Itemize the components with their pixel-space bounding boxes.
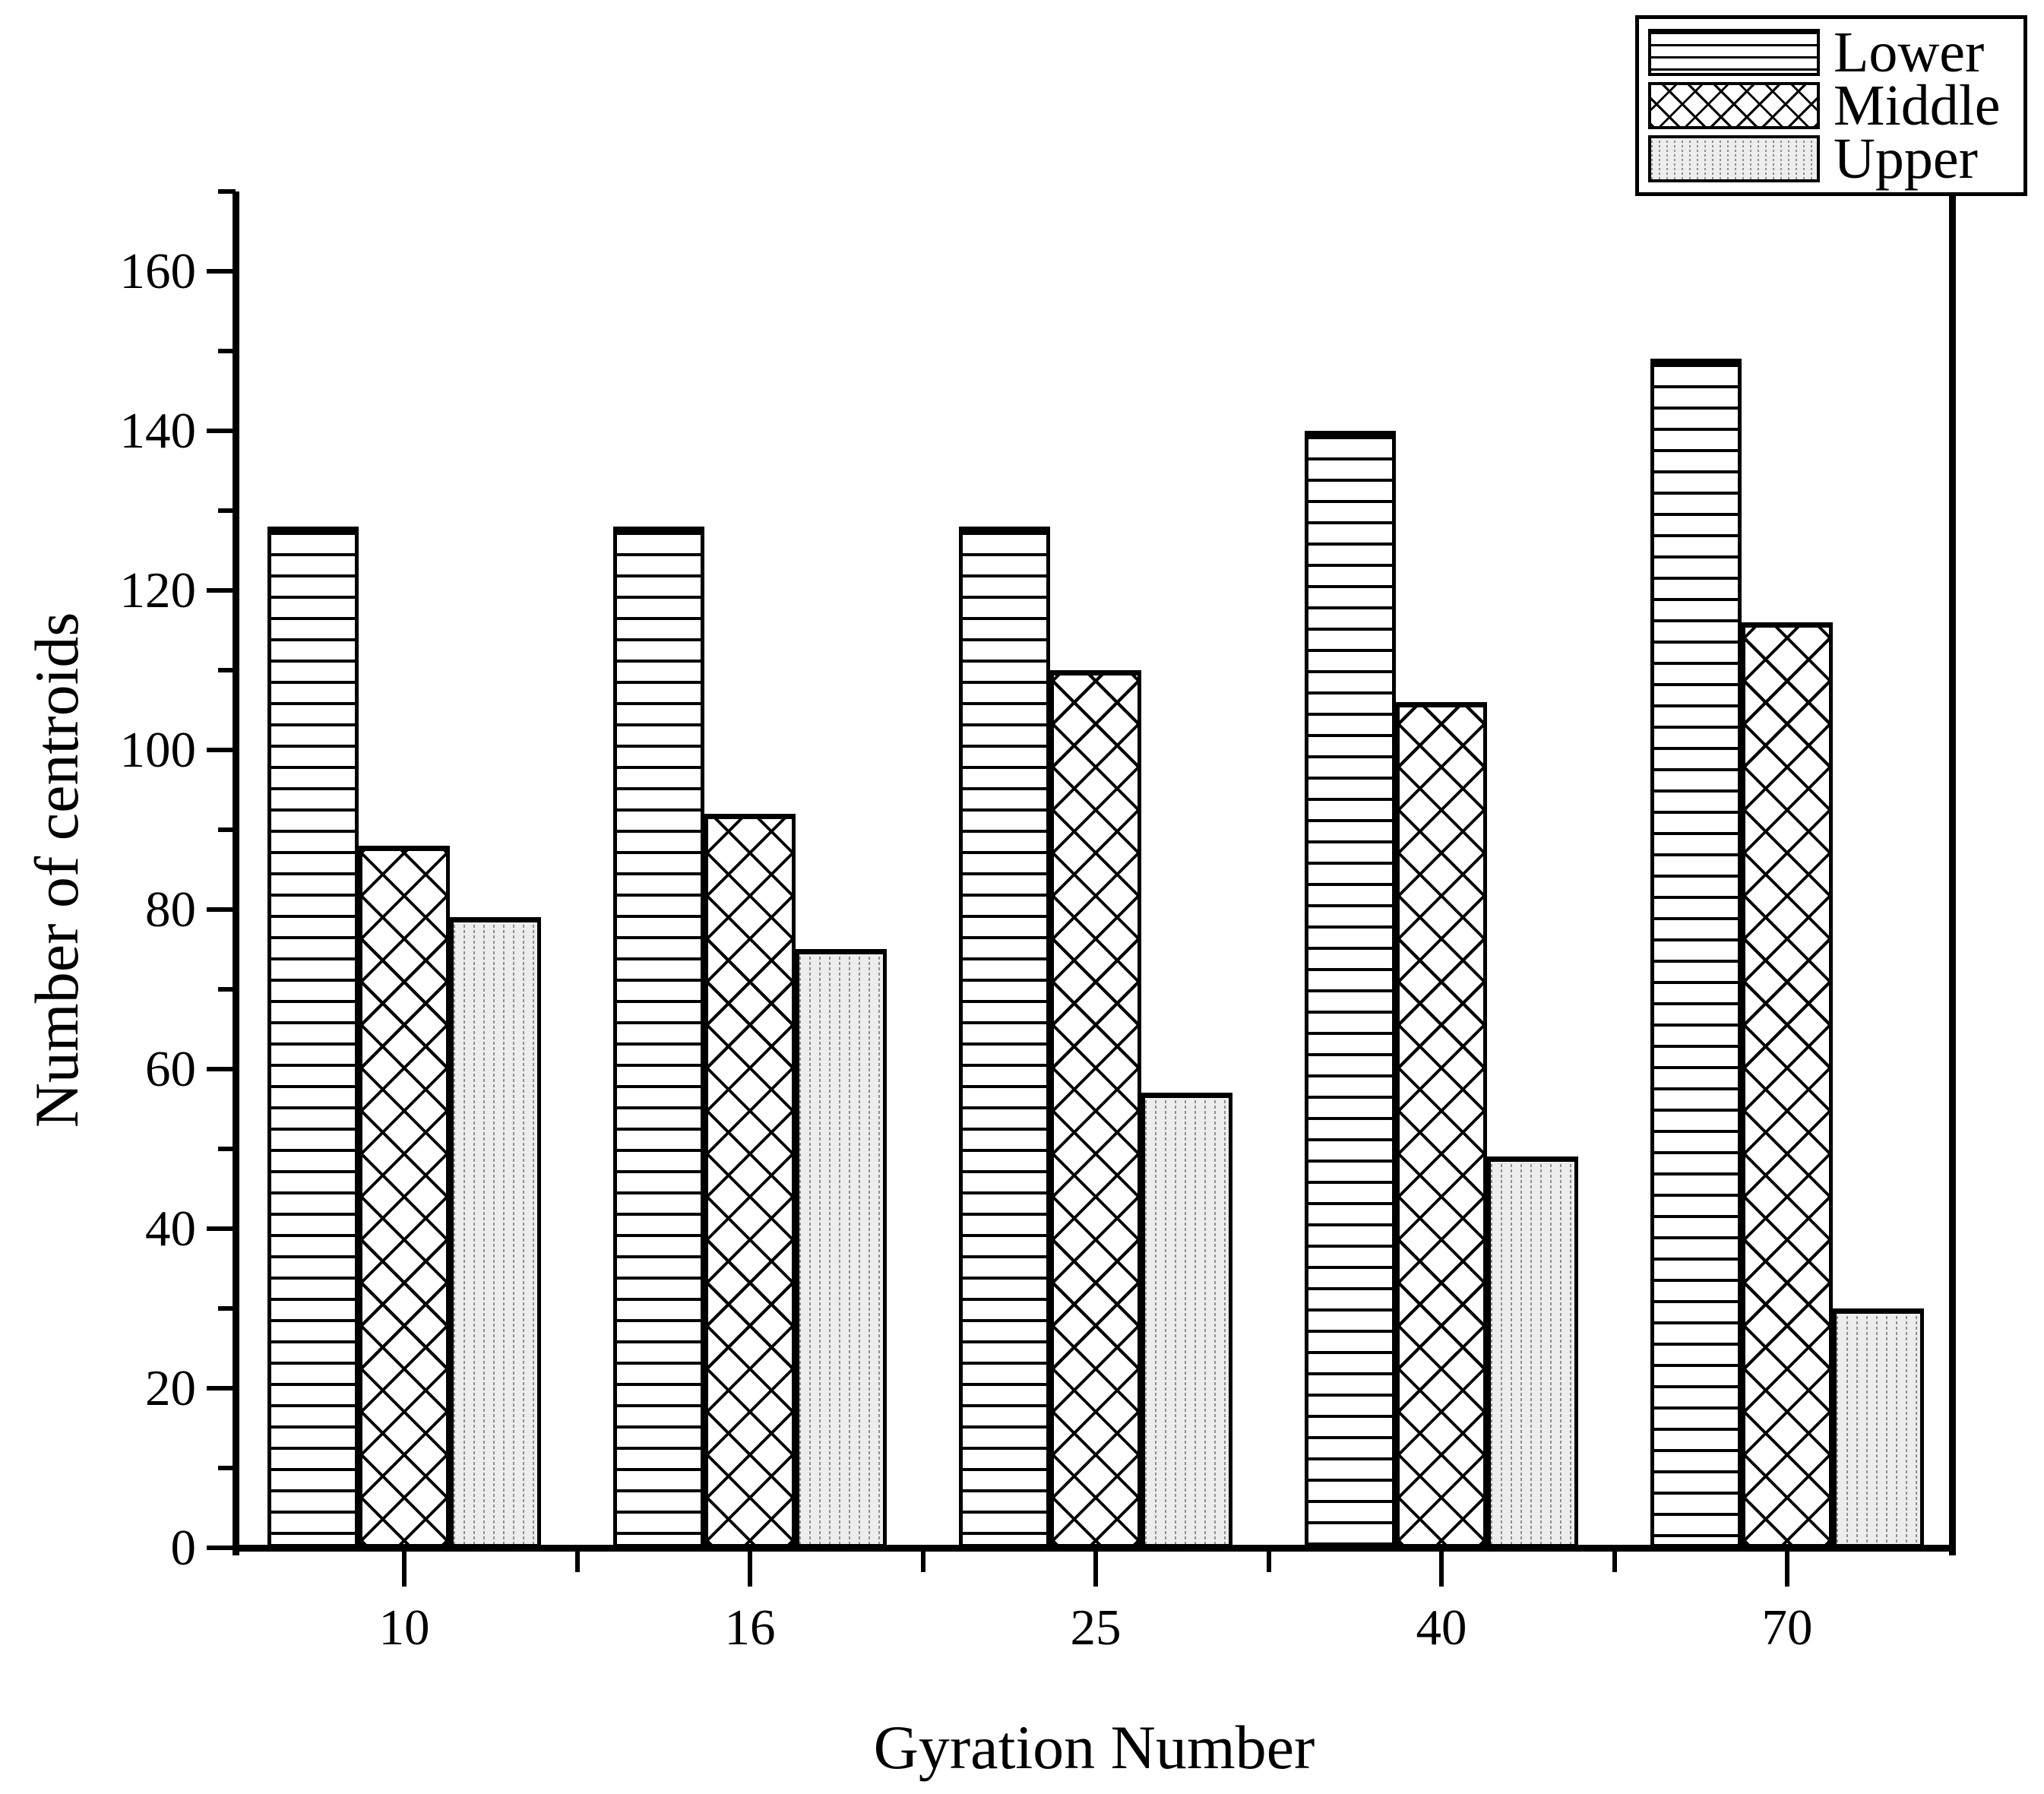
y-tick-label-20: 20 bbox=[145, 1360, 196, 1416]
y-axis-title: Number of centroids bbox=[22, 612, 91, 1128]
bar-middle-70 bbox=[1742, 622, 1833, 1548]
bar-lower-70 bbox=[1650, 359, 1742, 1548]
bar-lower-25 bbox=[959, 527, 1050, 1548]
x-major-tick-16 bbox=[748, 1552, 752, 1587]
y-minor-tick-130 bbox=[218, 508, 236, 513]
y-major-tick-40 bbox=[207, 1226, 236, 1231]
y-major-tick-80 bbox=[207, 907, 236, 912]
y-minor-tick-150 bbox=[218, 349, 236, 353]
y-tick-label-0: 0 bbox=[170, 1520, 197, 1576]
bar-lower-40 bbox=[1305, 431, 1396, 1548]
y-minor-tick-30 bbox=[218, 1306, 236, 1311]
bar-upper-40 bbox=[1487, 1156, 1578, 1548]
x-minor-tick-0 bbox=[575, 1552, 580, 1572]
y-axis-left-spine bbox=[233, 191, 239, 1555]
x-minor-tick-1 bbox=[921, 1552, 925, 1572]
y-minor-tick-110 bbox=[218, 668, 236, 672]
x-tick-label-40: 40 bbox=[1416, 1599, 1467, 1656]
legend: Lower Middle Upper bbox=[1635, 15, 2027, 196]
bar-upper-25 bbox=[1141, 1093, 1232, 1548]
x-axis-title: Gyration Number bbox=[873, 1713, 1315, 1782]
y-tick-label-120: 120 bbox=[119, 562, 197, 619]
y-tick-label-160: 160 bbox=[119, 243, 197, 299]
x-major-tick-40 bbox=[1439, 1552, 1444, 1587]
y-minor-tick-90 bbox=[218, 827, 236, 832]
y-major-tick-140 bbox=[207, 429, 236, 433]
bar-upper-10 bbox=[450, 917, 541, 1548]
x-minor-tick-3 bbox=[1612, 1552, 1617, 1572]
x-axis-bottom-spine bbox=[233, 1545, 1956, 1552]
y-major-tick-120 bbox=[207, 588, 236, 593]
x-minor-tick-2 bbox=[1267, 1552, 1271, 1572]
x-major-tick-70 bbox=[1785, 1552, 1789, 1587]
y-major-tick-160 bbox=[207, 269, 236, 274]
y-tick-label-80: 80 bbox=[145, 881, 196, 938]
bar-middle-16 bbox=[704, 814, 796, 1548]
legend-swatch-lower-icon bbox=[1648, 29, 1820, 76]
y-tick-label-140: 140 bbox=[119, 403, 197, 459]
y-minor-tick-10 bbox=[218, 1466, 236, 1470]
bar-lower-16 bbox=[613, 527, 704, 1548]
legend-row-middle: Middle bbox=[1648, 74, 2014, 138]
legend-label-upper: Upper bbox=[1834, 127, 1978, 191]
y-tick-label-100: 100 bbox=[119, 722, 197, 778]
bar-middle-25 bbox=[1050, 670, 1141, 1548]
y-minor-tick-170 bbox=[218, 189, 236, 194]
y-major-tick-0 bbox=[207, 1546, 236, 1550]
x-tick-label-70: 70 bbox=[1761, 1599, 1813, 1656]
x-tick-label-10: 10 bbox=[378, 1599, 430, 1656]
bar-upper-16 bbox=[796, 949, 887, 1548]
legend-row-lower: Lower bbox=[1648, 21, 2014, 84]
x-major-tick-25 bbox=[1093, 1552, 1098, 1587]
legend-label-lower: Lower bbox=[1834, 21, 1985, 84]
legend-swatch-upper-icon bbox=[1648, 135, 1820, 182]
bar-middle-10 bbox=[359, 846, 450, 1548]
y-axis-right-spine bbox=[1949, 191, 1956, 1555]
y-major-tick-20 bbox=[207, 1386, 236, 1391]
x-tick-label-25: 25 bbox=[1070, 1599, 1122, 1656]
y-tick-label-40: 40 bbox=[145, 1201, 196, 1257]
legend-swatch-middle-icon bbox=[1648, 82, 1820, 129]
y-major-tick-100 bbox=[207, 748, 236, 752]
legend-label-middle: Middle bbox=[1834, 74, 2001, 138]
bar-upper-70 bbox=[1833, 1308, 1924, 1548]
x-major-tick-10 bbox=[402, 1552, 407, 1587]
x-tick-label-16: 16 bbox=[724, 1599, 776, 1656]
bar-lower-10 bbox=[267, 527, 359, 1548]
bar-middle-40 bbox=[1396, 702, 1487, 1548]
y-minor-tick-50 bbox=[218, 1147, 236, 1151]
y-major-tick-60 bbox=[207, 1067, 236, 1071]
legend-row-upper: Upper bbox=[1648, 127, 2014, 191]
y-minor-tick-70 bbox=[218, 987, 236, 992]
y-tick-label-60: 60 bbox=[145, 1041, 196, 1097]
